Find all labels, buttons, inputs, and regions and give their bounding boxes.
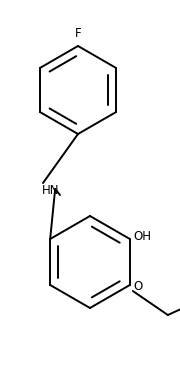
Text: F: F (75, 27, 81, 40)
Text: HN: HN (42, 184, 60, 196)
Text: O: O (134, 280, 143, 293)
Text: OH: OH (134, 231, 152, 243)
